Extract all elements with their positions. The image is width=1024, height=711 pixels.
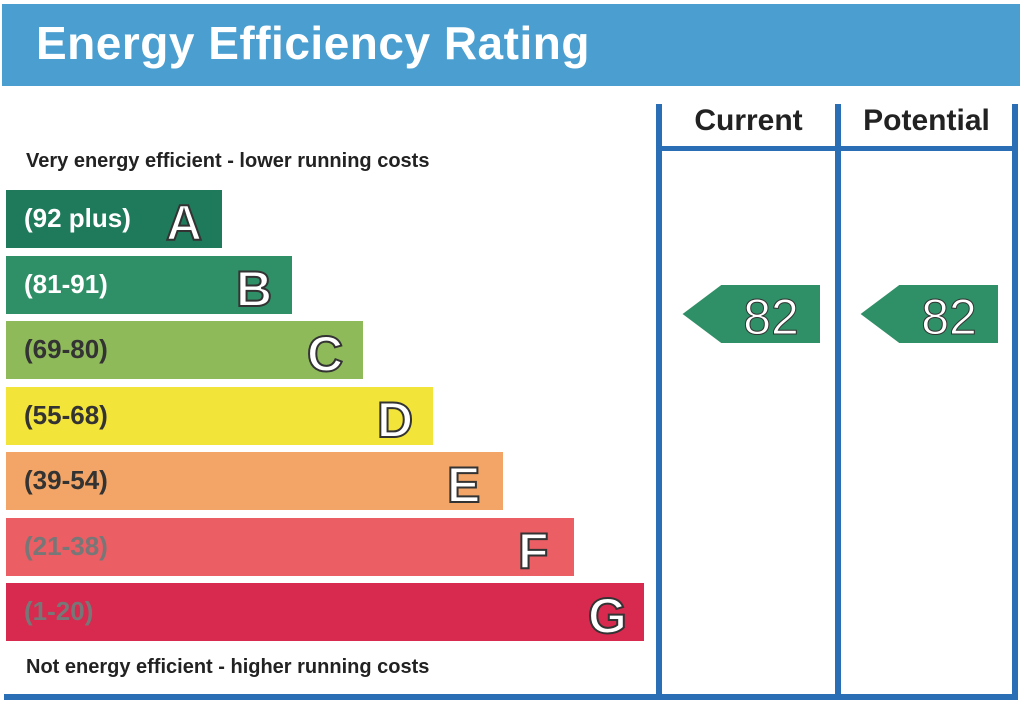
top-caption: Very energy efficient - lower running co… — [26, 150, 430, 172]
page-title: Energy Efficiency Rating — [36, 17, 590, 69]
band-letter: A — [165, 194, 203, 252]
potential-rating-arrow: 82 — [859, 284, 999, 346]
current-rating-arrow: 82 — [681, 284, 821, 346]
current-rating-value: 82 — [743, 289, 800, 346]
header-underline — [656, 146, 1018, 151]
band-letter: F — [517, 522, 550, 580]
band-letter: C — [306, 325, 344, 383]
column-header-current: Current — [694, 104, 803, 137]
band-letter: B — [235, 260, 273, 318]
column-header-potential: Potential — [863, 104, 990, 137]
bottom-caption: Not energy efficient - higher running co… — [26, 656, 430, 678]
band-range-label: (39-54) — [24, 465, 108, 495]
band-letter: G — [587, 587, 628, 645]
rating-band-a: (92 plus) A — [6, 190, 222, 252]
band-range-label: (69-80) — [24, 334, 108, 364]
rating-band-b: (81-91) B — [6, 256, 292, 318]
column-divider-right — [1012, 104, 1018, 700]
column-divider-left — [656, 104, 662, 700]
rating-band-g: (1-20) G — [6, 583, 644, 645]
band-letter: D — [376, 391, 414, 449]
band-range-label: (1-20) — [24, 596, 94, 626]
band-range-label: (55-68) — [24, 400, 108, 430]
bottom-border — [4, 694, 1018, 700]
title-bar: Energy Efficiency Rating — [2, 4, 1020, 86]
potential-arrow-shape — [859, 284, 999, 344]
rating-band-c: (69-80) C — [6, 321, 363, 383]
band-letter: E — [446, 456, 481, 514]
rating-band-e: (39-54) E — [6, 452, 503, 514]
band-range-label: (92 plus) — [24, 203, 131, 233]
current-arrow-shape — [681, 284, 821, 344]
potential-rating-value: 82 — [921, 289, 978, 346]
band-range-label: (21-38) — [24, 531, 108, 561]
band-range-label: (81-91) — [24, 269, 108, 299]
column-divider-middle — [835, 104, 841, 700]
rating-band-d: (55-68) D — [6, 387, 433, 449]
rating-band-f: (21-38) F — [6, 518, 574, 580]
